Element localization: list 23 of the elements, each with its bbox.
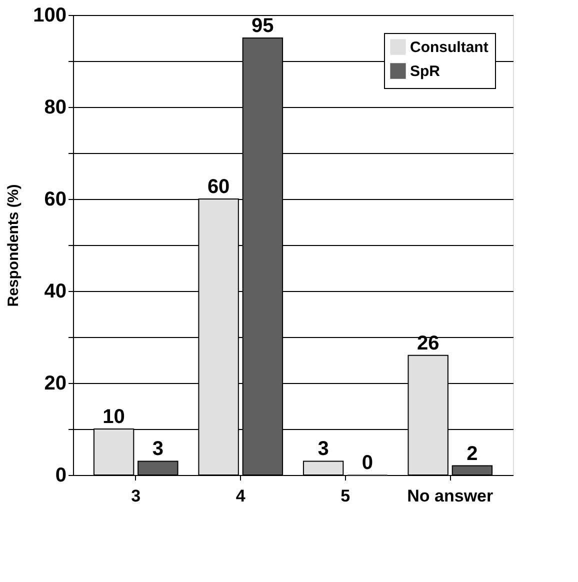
data-label: 3	[152, 438, 164, 460]
bar	[452, 465, 493, 476]
x-tick-label: 4	[236, 486, 246, 506]
data-label: 0	[362, 452, 373, 474]
legend-label: SpR	[410, 63, 440, 80]
data-label: 3	[318, 438, 329, 460]
legend-label: Consultant	[410, 39, 488, 56]
bar	[138, 460, 178, 476]
x-tick-label: 5	[340, 486, 350, 506]
data-label: 95	[252, 15, 274, 37]
data-label: 10	[102, 406, 125, 428]
x-tick-label: 3	[131, 486, 141, 506]
y-tick-label: 60	[44, 188, 66, 210]
y-axis-title: Respondents (%)	[5, 184, 22, 307]
bar	[302, 460, 344, 476]
y-tick-label: 0	[55, 464, 66, 486]
y-tick-label: 100	[33, 4, 66, 26]
y-tick-label: 80	[44, 96, 66, 118]
x-tick-label: No answer	[407, 486, 494, 506]
data-label: 2	[466, 442, 478, 465]
y-tick-label: 40	[44, 280, 66, 302]
data-label: 60	[207, 176, 230, 198]
y-tick-label: 20	[44, 372, 66, 394]
